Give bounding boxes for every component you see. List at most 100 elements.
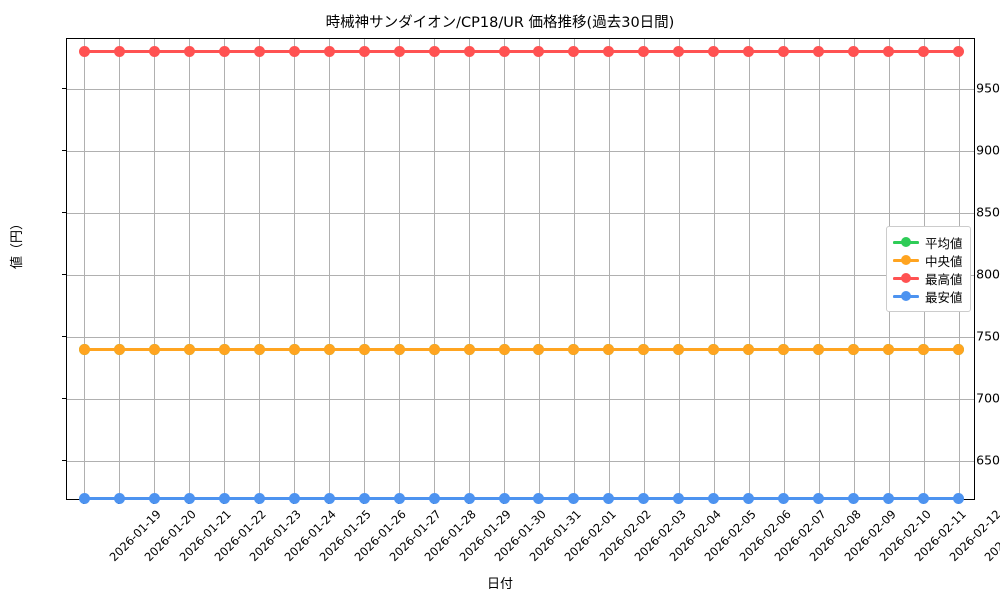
series-line-segment [469, 347, 504, 351]
data-point-marker [358, 45, 370, 57]
data-point-marker [148, 343, 160, 355]
series-line-segment [154, 49, 190, 53]
data-point-marker [113, 45, 125, 57]
y-tick-label: 900 [976, 142, 1000, 158]
series-line-segment [329, 49, 365, 53]
series-line-segment [643, 49, 679, 53]
y-tick-label: 800 [976, 266, 1000, 282]
data-point-marker [673, 343, 685, 355]
data-point-marker [848, 45, 860, 57]
data-point-marker [708, 343, 720, 355]
legend-item-最高値[interactable]: 最高値 [893, 269, 963, 287]
gridline-vertical [504, 39, 506, 499]
data-point-marker [603, 343, 615, 355]
series-最安値 [67, 39, 974, 505]
series-line-segment [538, 347, 574, 351]
series-line-segment [84, 49, 120, 53]
y-axis-label: 値（円） [10, 216, 25, 269]
legend-item-label: 平均値 [925, 235, 963, 251]
data-point-marker [848, 493, 860, 505]
gridline-vertical [119, 39, 121, 499]
series-line-segment [573, 347, 609, 351]
data-point-marker [883, 343, 895, 355]
data-point-marker [323, 493, 335, 505]
series-line-segment [643, 497, 679, 501]
data-point-marker [743, 343, 755, 355]
series-line-segment [748, 347, 784, 351]
series-line-segment [748, 49, 784, 53]
series-line-segment [573, 49, 609, 53]
series-line-segment [119, 497, 155, 501]
legend-marker-icon [893, 289, 919, 303]
series-line-segment [154, 497, 190, 501]
data-point-marker [568, 45, 580, 57]
data-point-marker [498, 493, 510, 505]
data-point-marker [918, 45, 930, 57]
data-point-marker [218, 493, 230, 505]
gridline-vertical [748, 39, 750, 499]
gridline-vertical [678, 39, 680, 499]
series-line-segment [678, 497, 714, 501]
y-tick-mark [62, 460, 66, 462]
data-point-marker [358, 343, 370, 355]
series-line-segment [329, 347, 365, 351]
data-point-marker [673, 493, 685, 505]
series-line-segment [259, 497, 295, 501]
data-point-marker [953, 493, 965, 505]
data-point-marker [638, 493, 650, 505]
series-line-segment [189, 347, 225, 351]
y-tick-mark [62, 87, 66, 89]
gridline-vertical [783, 39, 785, 499]
series-line-segment [294, 347, 330, 351]
data-point-marker [288, 45, 300, 57]
legend-item-中央値[interactable]: 中央値 [893, 251, 963, 269]
data-point-marker [918, 343, 930, 355]
data-point-marker [253, 45, 265, 57]
gridline-horizontal [67, 461, 974, 463]
data-point-marker [253, 493, 265, 505]
series-line-segment [608, 497, 644, 501]
series-line-segment [189, 49, 225, 53]
y-tick-mark [62, 149, 66, 151]
series-line-segment [783, 49, 819, 53]
gridline-vertical [189, 39, 191, 499]
legend-item-最安値[interactable]: 最安値 [893, 287, 963, 305]
gridline-vertical [224, 39, 226, 499]
series-line-segment [783, 497, 819, 501]
data-point-marker [778, 343, 790, 355]
series-line-segment [434, 49, 470, 53]
data-point-marker [708, 45, 720, 57]
data-point-marker [953, 45, 965, 57]
series-line-segment [364, 347, 400, 351]
data-point-marker [638, 45, 650, 57]
data-point-marker [148, 45, 160, 57]
series-line-segment [748, 497, 784, 501]
legend-item-平均値[interactable]: 平均値 [893, 233, 963, 251]
series-line-segment [923, 347, 959, 351]
legend-marker-icon [893, 271, 919, 285]
plot-area [66, 38, 975, 505]
series-最高値 [67, 39, 974, 499]
gridline-vertical [469, 39, 471, 499]
series-line-segment [818, 347, 854, 351]
series-line-segment [504, 347, 539, 351]
gridline-horizontal [67, 212, 974, 214]
gridline-vertical [853, 39, 855, 499]
data-point-marker [603, 45, 615, 57]
series-line-segment [608, 347, 644, 351]
gridline-vertical [329, 39, 331, 499]
series-line-segment [294, 49, 330, 53]
series-line-segment [713, 497, 749, 501]
data-point-marker [323, 343, 335, 355]
series-line-segment [364, 497, 400, 501]
gridline-horizontal [67, 399, 974, 401]
series-line-segment [504, 497, 539, 501]
y-tick-label: 650 [976, 452, 1000, 468]
data-point-marker [533, 493, 545, 505]
gridline-vertical [399, 39, 401, 499]
data-point-marker [498, 45, 510, 57]
series-line-segment [329, 497, 365, 501]
y-tick-mark [62, 273, 66, 276]
gridline-vertical [608, 39, 610, 499]
